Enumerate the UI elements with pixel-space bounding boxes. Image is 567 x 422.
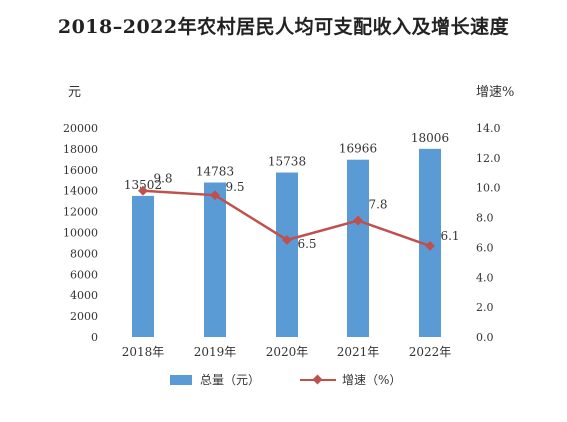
growth-data-label: 6.1 <box>440 229 459 243</box>
legend-item-line: 增速（%） <box>300 371 401 388</box>
left-tick-label: 20000 <box>63 122 98 135</box>
growth-data-label: 9.5 <box>225 180 244 194</box>
bar-data-label: 13502 <box>124 178 162 192</box>
bar-data-label: 16966 <box>339 142 377 156</box>
right-tick-label: 4.0 <box>476 271 494 284</box>
growth-data-label: 9.8 <box>153 172 172 186</box>
left-tick-label: 6000 <box>70 268 98 281</box>
growth-point <box>353 215 363 226</box>
bar-data-label: 18006 <box>411 131 449 145</box>
category-tick-label: 2021年 <box>337 345 380 359</box>
bar <box>276 172 298 337</box>
left-tick-label: 8000 <box>70 247 98 260</box>
left-tick-label: 18000 <box>63 143 98 156</box>
growth-data-label: 7.8 <box>368 198 387 212</box>
right-tick-label: 2.0 <box>476 301 494 314</box>
category-tick-label: 2018年 <box>122 345 165 359</box>
legend-bar-swatch <box>170 374 192 385</box>
right-tick-label: 0.0 <box>476 331 494 344</box>
left-tick-label: 10000 <box>63 227 98 240</box>
left-tick-label: 14000 <box>63 185 98 198</box>
bar <box>204 182 226 337</box>
bar <box>132 195 154 337</box>
left-tick-label: 2000 <box>70 310 98 323</box>
right-axis-label: 增速% <box>476 85 514 100</box>
right-tick-label: 6.0 <box>476 241 494 254</box>
growth-point <box>425 240 435 251</box>
growth-data-label: 6.5 <box>297 237 316 251</box>
legend: 总量（元） 增速（%） <box>0 371 567 391</box>
category-tick-label: 2022年 <box>409 345 452 359</box>
legend-line-swatch <box>300 375 336 385</box>
bar-data-label: 14783 <box>196 165 234 179</box>
left-axis-label: 元 <box>68 85 81 100</box>
bar <box>347 159 369 337</box>
right-tick-label: 10.0 <box>476 182 501 195</box>
legend-bar-label: 总量（元） <box>200 373 261 387</box>
growth-point <box>210 190 220 201</box>
legend-item-bar: 总量（元） <box>170 371 260 388</box>
left-tick-label: 16000 <box>63 164 98 177</box>
category-tick-label: 2019年 <box>194 345 237 359</box>
left-tick-label: 12000 <box>63 206 98 219</box>
bar-data-label: 15738 <box>268 155 306 169</box>
right-tick-label: 8.0 <box>476 212 494 225</box>
legend-line-label: 增速（%） <box>342 373 402 387</box>
left-tick-label: 0 <box>91 331 98 344</box>
category-tick-label: 2020年 <box>266 345 309 359</box>
chart-title: 2018–2022年农村居民人均可支配收入及增长速度 <box>57 16 510 38</box>
growth-point <box>138 185 148 196</box>
left-tick-label: 4000 <box>70 289 98 302</box>
right-tick-label: 14.0 <box>476 122 501 135</box>
right-tick-label: 12.0 <box>476 152 501 165</box>
growth-point <box>282 235 292 245</box>
